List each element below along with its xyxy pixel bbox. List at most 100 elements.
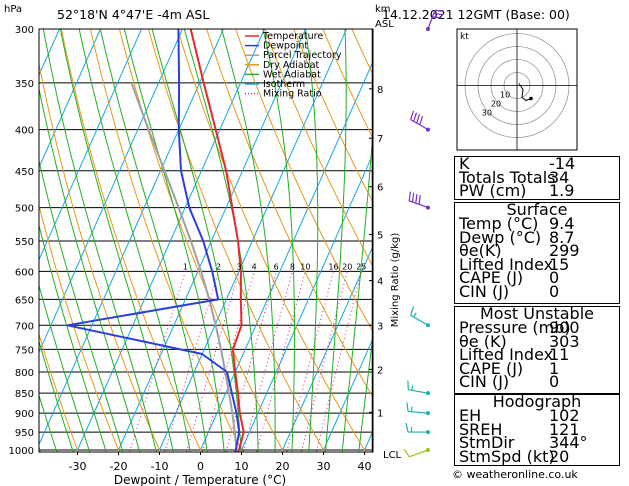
km-tick-label: 8 [377, 85, 383, 96]
pressure-tick-label: 850 [15, 389, 34, 400]
footer-credit[interactable]: © weatheronline.co.uk [452, 468, 578, 481]
wind-barb-flag [411, 192, 415, 203]
surface-row: CAPE (J) 0 [459, 268, 560, 287]
wind-barb-flag [433, 12, 443, 16]
isotherm-line [39, 29, 225, 446]
dry-adiabat-line [147, 29, 326, 452]
mixing-ratio-label: 3 [237, 262, 242, 271]
wind-barb-dot [426, 127, 430, 132]
surface-row: Temp (°C) 9.4 [459, 214, 575, 233]
index-row-pw: PW (cm) 1.9 [459, 181, 575, 200]
wet-adiabat-line [0, 29, 29, 467]
wind-barb-dot [426, 448, 430, 452]
mixing-ratio-line [256, 271, 306, 452]
mixing-ratio-line [225, 271, 277, 452]
mixing-ratio-label: 4 [252, 262, 257, 271]
isotherm-line [323, 337, 373, 451]
pressure-tick-label: 800 [15, 368, 34, 379]
x-tick-label: -10 [151, 460, 169, 473]
wet-adiabat-line [39, 86, 141, 452]
pressure-tick-label: 1000 [9, 446, 34, 457]
isotherm-line [200, 60, 373, 451]
surface-row: θe(K) 299 [459, 241, 580, 260]
surface-row: Lifted Index 15 [459, 254, 570, 274]
unstable-box: Most Unstable Pressure (mb) 900 θe (K) 303… [454, 306, 620, 394]
isotherm-line [0, 0, 53, 450]
wet-adiabat-line [183, 29, 259, 452]
unstable-row: CIN (J) 0 [459, 372, 560, 391]
wind-barb-dot [426, 205, 430, 210]
plot-frame [38, 28, 374, 455]
pressure-tick-label: 600 [15, 267, 34, 278]
surface-box: Surface Temp (°C) 9.4 Dewp (°C) 8.7 θe(K) 2… [454, 202, 620, 304]
dry-adiabat-line [89, 29, 244, 452]
dry-adiabat-line [293, 29, 373, 204]
wet-adiabat-line [304, 29, 319, 452]
unstable-row: θe (K) 303 [459, 331, 580, 351]
wind-barb-flag [410, 110, 415, 120]
km-tick-label: 7 [377, 134, 383, 145]
km-tick-label: 4 [377, 277, 383, 288]
pressure-tick-label: 500 [15, 204, 34, 215]
isotherm-line [39, 29, 184, 354]
isotherm-line [39, 29, 102, 169]
mixing-ratio-line [201, 271, 255, 452]
wet-adiabat-line [78, 29, 191, 452]
km-tick-label: 1 [377, 408, 383, 419]
wet-adiabat-line [42, 29, 157, 452]
dewpoint-line [66, 29, 241, 452]
x-tick-label: 20 [276, 460, 290, 473]
parcel-trajectory-line [130, 82, 238, 452]
wet-adiabat-line [99, 29, 208, 452]
mixing-ratio-label: 16 [328, 262, 338, 271]
pressure-tick-label: 400 [15, 126, 34, 137]
dry-adiabat-line [39, 61, 161, 452]
wind-barb-shaft [408, 389, 429, 394]
indices-box: K -14 Totals Totals 34 PW (cm) 1.9 [454, 156, 620, 200]
isotherm-line [282, 245, 373, 451]
wind-barb-dot [426, 27, 430, 31]
km-tick-label: 5 [377, 231, 383, 242]
wind-barb-flag [403, 448, 410, 458]
mixing-ratio-label: 25 [356, 262, 366, 271]
mixing-ratio-label: 1 [183, 262, 188, 271]
wind-barb-flag [419, 115, 424, 126]
wind-barb-flag [418, 195, 421, 205]
hodograph-table: Hodograph EH 102 SREH 121 StmDir 344° StmSp… [454, 394, 620, 466]
km-tick-label: 2 [377, 365, 383, 376]
hodograph-title: Hodograph [492, 392, 582, 411]
hodograph-storm-motion [529, 96, 533, 101]
mixing-ratio-line [242, 271, 293, 452]
mixing-ratio-label: 8 [290, 262, 295, 271]
wet-adiabat-line [39, 158, 124, 452]
wind-barbs [403, 9, 445, 458]
pressure-tick-label: 450 [15, 167, 34, 178]
pressure-tick-label: 750 [15, 345, 34, 356]
pressure-tick-label: 300 [15, 25, 34, 36]
wet-adiabat-line [341, 125, 373, 452]
legend-entry: Isotherm [263, 79, 305, 90]
asl-label: ASL [375, 19, 394, 30]
dry-adiabat-line [322, 29, 373, 140]
pressure-tick-label: 900 [15, 409, 34, 420]
mixing-ratio-label: 20 [342, 262, 352, 271]
hodograph-row: EH 102 [459, 406, 580, 425]
mixing-ratio-label: 2 [216, 262, 221, 271]
isotherm-line [39, 29, 61, 77]
wind-barb-flag [405, 422, 409, 433]
dry-adiabat-line [39, 203, 120, 452]
wet-adiabat-line [123, 29, 225, 452]
km-tick-label: 3 [377, 321, 383, 332]
pressure-tick-label: 950 [15, 428, 34, 439]
wind-barb-flag [408, 191, 411, 201]
wet-adiabat-line [324, 29, 347, 452]
unstable-row: CAPE (J) 1 [459, 358, 560, 378]
wet-adiabat-line [39, 283, 91, 452]
x-tick-label: -20 [110, 460, 128, 473]
wind-barb-flag [434, 9, 445, 12]
wet-adiabat-line [221, 29, 276, 452]
profiles [66, 29, 245, 452]
km-tick-label: 6 [377, 183, 383, 194]
